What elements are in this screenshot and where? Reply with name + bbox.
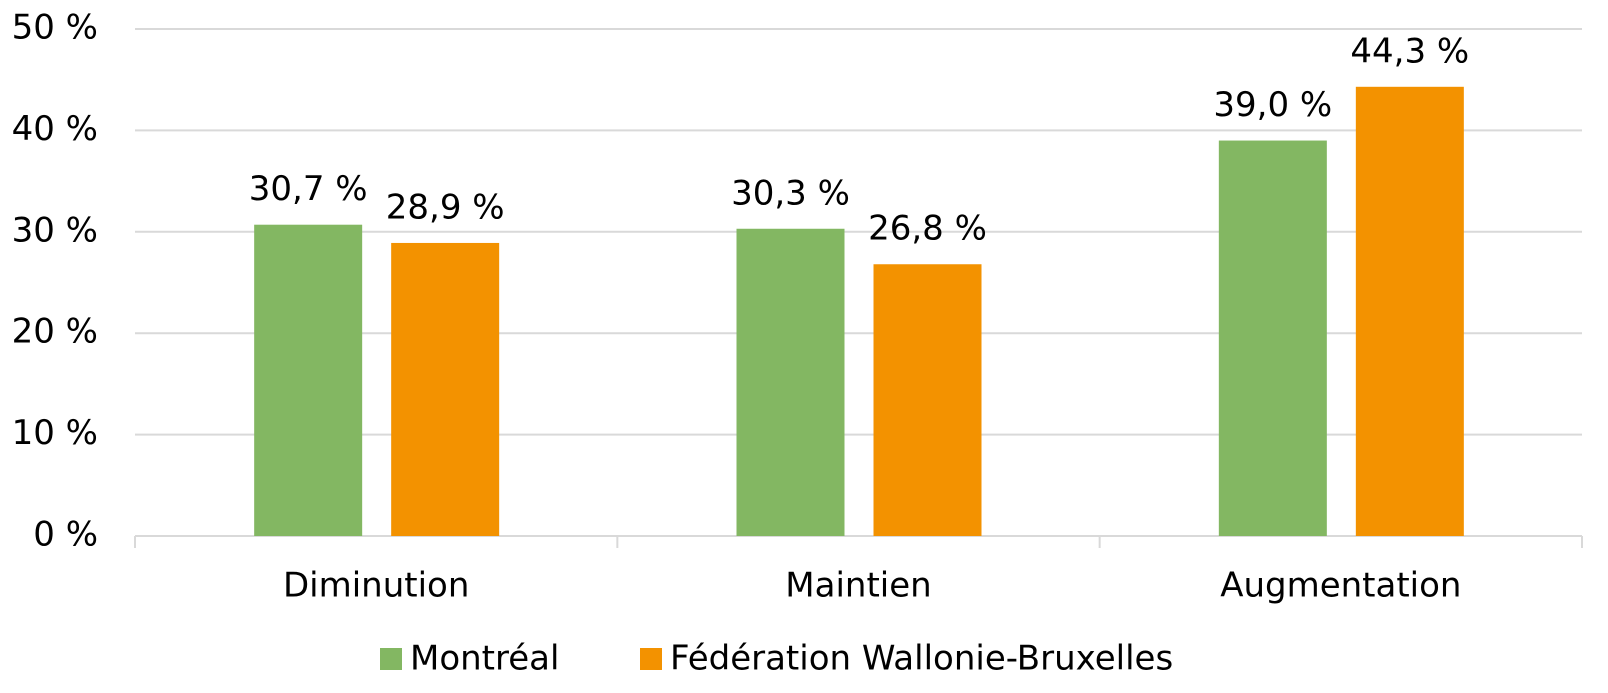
value-label: 44,3 % bbox=[1350, 31, 1469, 71]
legend-swatch bbox=[380, 648, 402, 670]
bar bbox=[736, 228, 845, 536]
bar bbox=[1355, 86, 1464, 536]
value-label: 26,8 % bbox=[868, 209, 987, 249]
value-label: 39,0 % bbox=[1213, 85, 1332, 125]
y-tick-label: 0 % bbox=[33, 515, 98, 555]
y-tick-label: 10 % bbox=[12, 413, 98, 453]
x-tick-label: Diminution bbox=[283, 566, 469, 606]
bar bbox=[873, 264, 982, 536]
x-tick-label: Maintien bbox=[785, 566, 931, 606]
y-tick-label: 30 % bbox=[12, 210, 98, 250]
legend-label: Fédération Wallonie-Bruxelles bbox=[670, 639, 1173, 679]
y-tick-label: 40 % bbox=[12, 109, 98, 149]
bar bbox=[391, 242, 500, 537]
x-tick-label: Augmentation bbox=[1220, 566, 1461, 606]
bar bbox=[1218, 140, 1327, 537]
value-label: 30,7 % bbox=[249, 169, 368, 209]
value-label: 28,9 % bbox=[386, 187, 505, 227]
y-tick-label: 50 % bbox=[12, 8, 98, 48]
legend-swatch bbox=[640, 648, 662, 670]
legend-label: Montréal bbox=[410, 639, 559, 679]
bar bbox=[254, 224, 363, 536]
value-label: 30,3 % bbox=[731, 173, 850, 213]
y-tick-label: 20 % bbox=[12, 312, 98, 352]
